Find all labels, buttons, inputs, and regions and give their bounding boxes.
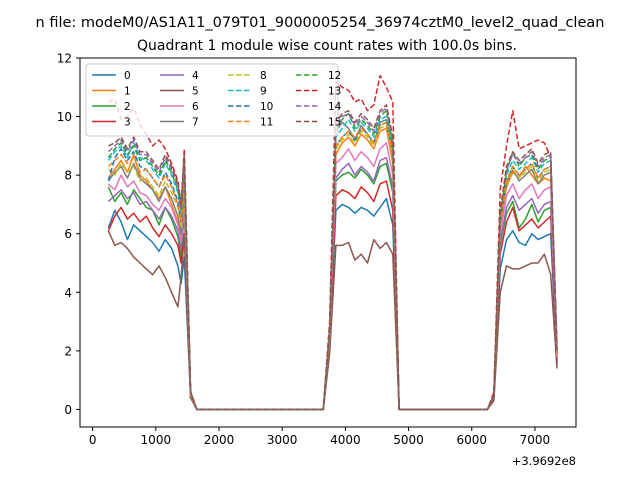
y-tick-label: 0 [64, 403, 72, 417]
series-line-3 [107, 180, 558, 411]
x-tick-label: 4000 [330, 433, 361, 447]
figure-suptitle: n file: modeM0/AS1A11_079T01_9000005254_… [36, 15, 605, 31]
legend-label-13: 13 [328, 86, 341, 98]
x-tick-label: 5000 [393, 433, 424, 447]
x-tick-label: 2000 [204, 433, 235, 447]
y-tick-label: 8 [64, 169, 72, 183]
legend-label-15: 15 [328, 117, 341, 129]
y-tick-label: 6 [64, 227, 72, 241]
legend-label-4: 4 [192, 70, 199, 82]
series-line-0 [107, 197, 558, 411]
x-tick-label: 7000 [520, 433, 551, 447]
series-line-4 [107, 156, 558, 411]
legend-label-3: 3 [124, 117, 131, 129]
series-line-9 [107, 115, 558, 411]
series-line-11 [107, 121, 558, 411]
legend-label-12: 12 [328, 70, 341, 82]
series-line-13 [108, 74, 558, 411]
x-tick-label: 3000 [267, 433, 298, 447]
legend-label-1: 1 [124, 86, 131, 98]
chart-title: Quadrant 1 module wise count rates with … [137, 38, 517, 54]
y-tick-label: 2 [64, 344, 72, 358]
x-tick-label: 1000 [141, 433, 172, 447]
legend-label-8: 8 [260, 70, 267, 82]
x-offset-label: +3.9692e8 [512, 454, 576, 468]
legend-label-9: 9 [260, 86, 267, 98]
legend-label-14: 14 [328, 101, 342, 113]
series-line-15 [108, 104, 558, 411]
series-line-5 [107, 230, 558, 411]
legend-label-11: 11 [260, 117, 273, 129]
series-line-12 [107, 109, 558, 411]
legend-label-5: 5 [192, 86, 199, 98]
legend-label-10: 10 [260, 101, 273, 113]
x-tick-label: 0 [89, 433, 97, 447]
series-line-8 [107, 124, 558, 411]
legend-label-2: 2 [124, 101, 131, 113]
y-tick-label: 10 [57, 110, 72, 124]
plot-frame [79, 57, 577, 428]
y-tick-label: 12 [57, 52, 72, 66]
y-tick-label: 4 [64, 286, 72, 300]
legend-label-0: 0 [124, 70, 131, 82]
x-tick-label: 6000 [456, 433, 487, 447]
legend-box [85, 63, 339, 137]
plot-lines [107, 74, 558, 411]
legend-label-6: 6 [192, 101, 199, 113]
legend-label-7: 7 [192, 117, 199, 129]
series-line-6 [107, 142, 558, 411]
series-line-14 [107, 107, 558, 411]
